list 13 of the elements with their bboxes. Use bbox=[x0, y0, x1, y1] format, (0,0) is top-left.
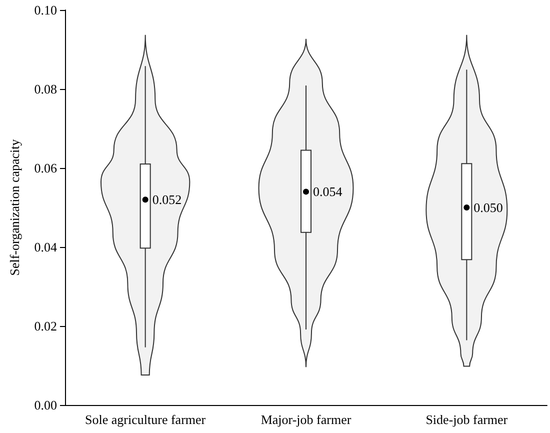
y-tick-label: 0.08 bbox=[34, 82, 57, 96]
text: 0.050 bbox=[474, 200, 503, 215]
y-tick-label: 0.00 bbox=[34, 398, 57, 412]
text: 0.052 bbox=[152, 192, 182, 208]
y-axis-title: Self-organization capacity bbox=[7, 138, 22, 276]
x-tick-label: Sole agriculture farmer bbox=[85, 412, 206, 427]
text: 0.054 bbox=[313, 184, 342, 200]
y-tick-label: 0.06 bbox=[34, 160, 58, 176]
y-tick-label: 0.04 bbox=[34, 240, 58, 254]
x-tick-label: Side-job farmer bbox=[426, 412, 508, 427]
y-tick-label: 0.02 bbox=[34, 318, 57, 334]
x-tick-label: Major-job farmer bbox=[260, 412, 352, 427]
y-tick-label: 0.10 bbox=[34, 2, 57, 18]
